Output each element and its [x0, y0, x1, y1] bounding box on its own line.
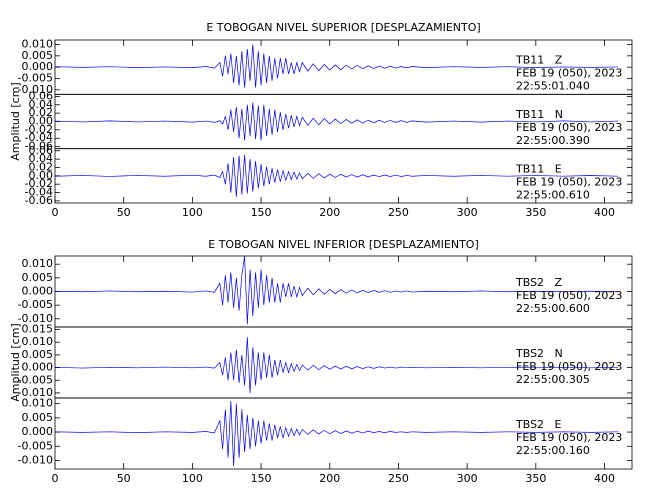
- y-tick-label: 0.02: [29, 106, 54, 119]
- trace-date: FEB 19 (050), 2023: [516, 121, 622, 134]
- y-tick-label: 0.00: [29, 115, 54, 128]
- y-tick-label: 0.000: [22, 285, 54, 298]
- chart-title: E TOBOGAN NIVEL SUPERIOR [DESPLAZAMIENTO…: [206, 21, 480, 34]
- trace: [54, 44, 619, 88]
- y-axis-label: Amplitud [cm]: [9, 82, 22, 160]
- x-tick-label: 150: [251, 472, 272, 485]
- trace: [54, 337, 619, 393]
- y-tick-label: -0.010: [18, 453, 53, 466]
- y-tick-label: 0.015: [22, 323, 54, 336]
- y-tick-label: 0.005: [22, 411, 54, 424]
- trace-date: FEB 19 (050), 2023: [516, 360, 622, 373]
- trace-date: FEB 19 (050), 2023: [516, 289, 622, 302]
- y-tick-label: 0.06: [29, 89, 54, 102]
- y-axis-label: Amplitud [cm]: [9, 323, 22, 401]
- panel-frame: [54, 397, 633, 470]
- x-tick-label: 50: [117, 472, 131, 485]
- trace-date: FEB 19 (050), 2023: [516, 175, 622, 188]
- trace-station: TBS2 Z: [515, 276, 563, 289]
- trace-station: TBS2 N: [515, 347, 563, 360]
- y-tick-label: -0.04: [25, 186, 53, 199]
- y-tick-label: 0.010: [22, 335, 54, 348]
- y-tick-label: -0.010: [18, 83, 53, 96]
- x-tick-label: 250: [388, 206, 409, 219]
- y-tick-label: -0.005: [18, 439, 53, 452]
- y-tick-label: 0.04: [29, 152, 54, 165]
- y-tick-label: 0.005: [22, 49, 54, 62]
- trace: [54, 102, 619, 141]
- y-tick-label: 0.000: [22, 361, 54, 374]
- y-tick-label: -0.02: [25, 177, 53, 190]
- x-tick-label: 100: [182, 472, 203, 485]
- trace: [54, 255, 619, 325]
- trace-date: FEB 19 (050), 2023: [516, 67, 622, 80]
- y-tick-label: 0.010: [22, 257, 54, 270]
- y-tick-label: -0.005: [18, 373, 53, 386]
- x-tick-label: 100: [182, 206, 203, 219]
- x-tick-label: 150: [251, 206, 272, 219]
- x-tick-label: 0: [52, 206, 59, 219]
- chart-title: E TOBOGAN NIVEL INFERIOR [DESPLAZAMIENTO…: [208, 238, 479, 251]
- y-tick-label: 0.005: [22, 271, 54, 284]
- x-tick-label: 200: [319, 472, 340, 485]
- y-tick-label: 0.010: [22, 38, 54, 51]
- y-tick-label: -0.005: [18, 298, 53, 311]
- y-tick-label: -0.06: [25, 140, 53, 153]
- x-tick-label: 50: [117, 206, 131, 219]
- y-tick-label: 0.00: [29, 169, 54, 182]
- x-tick-label: 250: [388, 472, 409, 485]
- y-tick-label: 0.02: [29, 160, 54, 173]
- trace-time: 22:55:00.160: [516, 444, 590, 457]
- trace-station: TB11 E: [515, 162, 562, 175]
- y-tick-label: -0.005: [18, 71, 53, 84]
- x-tick-label: 350: [525, 472, 546, 485]
- trace: [54, 400, 619, 467]
- x-tick-label: 400: [594, 472, 615, 485]
- trace-time: 22:55:00.390: [516, 134, 590, 147]
- y-tick-label: -0.02: [25, 123, 53, 136]
- trace-station: TB11 N: [515, 108, 563, 121]
- y-tick-label: -0.04: [25, 131, 53, 144]
- x-tick-label: 200: [319, 206, 340, 219]
- y-tick-label: 0.000: [22, 425, 54, 438]
- trace: [54, 154, 619, 197]
- trace-station: TBS2 E: [515, 418, 562, 431]
- trace-time: 22:55:00.610: [516, 188, 590, 201]
- x-tick-label: 400: [594, 206, 615, 219]
- trace-time: 22:55:01.040: [516, 80, 590, 93]
- trace-date: FEB 19 (050), 2023: [516, 431, 622, 444]
- y-tick-label: -0.010: [18, 386, 53, 399]
- trace-station: TB11 Z: [515, 54, 563, 67]
- trace-time: 22:55:00.305: [516, 373, 590, 386]
- trace-time: 22:55:00.600: [516, 302, 590, 315]
- x-tick-label: 300: [457, 472, 478, 485]
- x-tick-label: 0: [52, 472, 59, 485]
- y-tick-label: 0.010: [22, 397, 54, 410]
- y-tick-label: 0.005: [22, 348, 54, 361]
- y-tick-label: -0.010: [18, 312, 53, 325]
- y-tick-label: 0.04: [29, 98, 54, 111]
- y-tick-label: 0.06: [29, 144, 54, 157]
- x-tick-label: 300: [457, 206, 478, 219]
- x-tick-label: 350: [525, 206, 546, 219]
- y-tick-label: -0.06: [25, 194, 53, 207]
- y-tick-label: 0.000: [22, 60, 54, 73]
